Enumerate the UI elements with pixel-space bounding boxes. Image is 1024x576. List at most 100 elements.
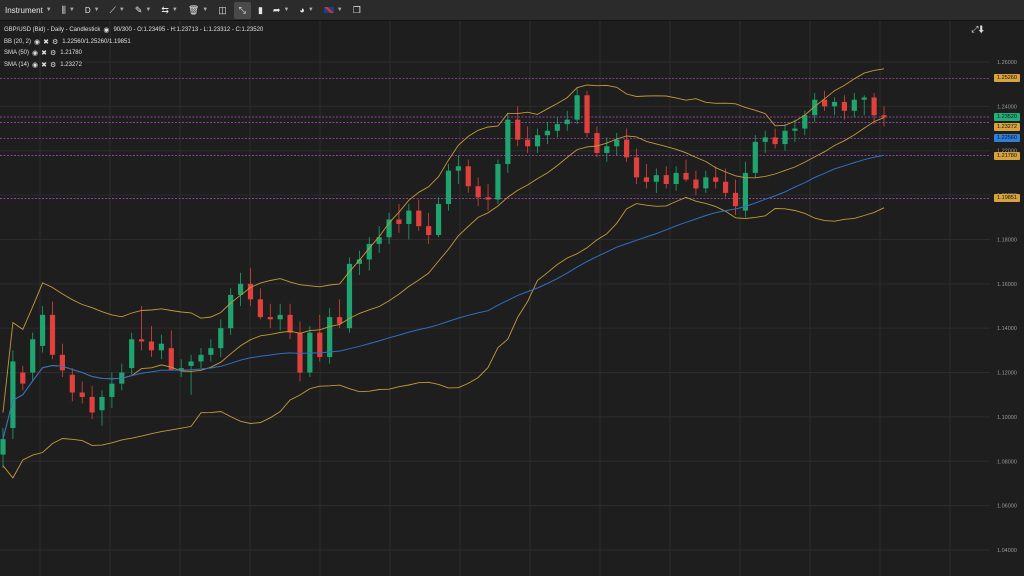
candle-body [614, 139, 620, 147]
candle-body [782, 130, 788, 145]
candle-body [366, 243, 372, 260]
candle-body [723, 181, 729, 193]
candle-body [109, 383, 115, 397]
draw-tool-button[interactable]: ✎ ▼ [130, 0, 157, 21]
candle-body [376, 237, 382, 244]
candle-body [327, 317, 333, 358]
instrument-dropdown[interactable]: Instrument ▼ [0, 0, 57, 21]
bb-upper-line [2, 68, 885, 413]
candle-body [643, 177, 650, 182]
gear-icon[interactable]: ⚙ [50, 61, 57, 69]
line-tool-button[interactable]: ⟋ ▼ [105, 0, 130, 21]
instrument-label: Instrument [5, 5, 43, 15]
candle-body [564, 119, 570, 125]
candle-body [812, 99, 818, 116]
price-chart[interactable]: 1.260001.240001.220001.200001.180001.160… [0, 21, 1024, 576]
gear-icon[interactable]: ⚙ [50, 50, 57, 57]
candle-body [317, 332, 323, 358]
price-tag: 1.19851 [994, 194, 1020, 203]
price-tag: 1.23272 [994, 122, 1020, 131]
indicators-icon: ⇆ [161, 4, 169, 15]
candle-body [39, 314, 46, 346]
candle-body [455, 166, 461, 171]
candle-body [20, 372, 26, 384]
candle-body [871, 97, 877, 116]
candle-body [277, 314, 283, 320]
chevron-down-icon: ▼ [45, 7, 52, 13]
candle-body [465, 166, 471, 187]
price-tag: 1.21780 [994, 151, 1020, 160]
candle-body [247, 283, 254, 300]
candle-body [168, 348, 174, 371]
layout-button[interactable]: ◫ [213, 0, 232, 21]
theme-button[interactable]: ◕ ▼ [294, 0, 318, 21]
eye-icon[interactable]: ◉ [103, 27, 110, 34]
chevron-down-icon: ▼ [283, 7, 290, 13]
eye-icon[interactable]: ◉ [32, 50, 39, 57]
indicators-button[interactable]: ⇆ ▼ [156, 0, 183, 21]
price-tag: 1.25260 [994, 74, 1020, 83]
candle-body [762, 137, 768, 142]
candle-body [525, 139, 531, 147]
language-button[interactable]: ▼ [319, 0, 348, 21]
bar-chart-button[interactable]: ▮ [253, 0, 268, 21]
candle-body [129, 339, 135, 369]
share-button[interactable]: ➦ ▼ [268, 0, 295, 21]
candle-body [188, 361, 194, 366]
share-icon: ➦ [272, 4, 281, 15]
candle-body [267, 317, 273, 320]
delete-button[interactable]: 🗑 ▼ [183, 0, 213, 21]
candle-body [792, 128, 798, 131]
candle-body [89, 396, 95, 413]
chevron-down-icon: ▼ [336, 7, 343, 13]
gear-icon[interactable]: ⚙ [52, 38, 59, 46]
legend-main-row: GBP/USD (Bid) - Daily - Candlestick ◉ 90… [4, 25, 263, 37]
close-icon[interactable]: ✖ [43, 38, 49, 46]
candle-body [416, 210, 422, 227]
popout-button[interactable]: ❐ [348, 0, 366, 21]
close-icon[interactable]: ✖ [41, 61, 47, 69]
bb-lower-line [2, 196, 885, 479]
bar-chart-icon: ▮ [257, 4, 263, 15]
chevron-down-icon: ▼ [118, 7, 125, 13]
layout-icon: ◫ [218, 4, 227, 15]
theme-icon: ◕ [299, 5, 305, 15]
candle-body [663, 175, 669, 184]
candle-body [584, 95, 590, 133]
candle-body [237, 283, 244, 295]
timeframe-dropdown[interactable]: D ▼ [80, 0, 105, 21]
candle-body [594, 132, 600, 153]
candle-body [138, 339, 145, 342]
candle-body [534, 135, 541, 147]
pencil-icon: ✎ [134, 4, 143, 15]
chart-legend: GBP/USD (Bid) - Daily - Candlestick ◉ 90… [4, 25, 263, 71]
close-icon[interactable]: ✖ [41, 50, 47, 57]
candle-body [228, 294, 234, 329]
legend-bb-label: BB (20, 2) [4, 38, 32, 45]
expand-collapse-icon[interactable]: ⤢⬇ [971, 24, 984, 34]
candle-body [851, 99, 857, 111]
candle-body [683, 172, 689, 180]
candle-body [79, 392, 85, 397]
candle-body [426, 226, 432, 236]
language-flag-icon [323, 7, 334, 13]
y-tick-label: 1.18000 [997, 237, 1017, 243]
y-tick-label: 1.14000 [997, 326, 1017, 332]
candle-body [30, 339, 36, 373]
eye-icon[interactable]: ◉ [34, 38, 41, 46]
crosshair-line-icon: ⟋ [109, 4, 116, 15]
eye-icon[interactable]: ◉ [32, 61, 39, 69]
sma50-line [2, 154, 885, 440]
candles-button[interactable]: ⫼ ▼ [57, 0, 80, 21]
candle-body [574, 95, 580, 120]
legend-bb-row: BB (20, 2) ◉ ✖ ⚙ 1.22560/1.25260/1.19851 [4, 37, 263, 49]
toolbar: Instrument ▼ ⫼ ▼ D ▼ ⟋ ▼ ✎ ▼ ⇆ ▼ 🗑 ▼ ◫ ⤡ ▮ ➦ ▼ ◕… [0, 0, 1024, 21]
y-tick-label: 1.04000 [997, 548, 1017, 554]
candle-body [841, 101, 848, 111]
chart-area[interactable]: 1.260001.240001.220001.200001.180001.160… [0, 21, 1024, 576]
fullscreen-button[interactable]: ⤡ [233, 1, 251, 19]
candle-body [822, 99, 828, 107]
chevron-down-icon: ▼ [307, 7, 314, 13]
candle-body [633, 157, 640, 178]
candle-body [148, 341, 155, 351]
